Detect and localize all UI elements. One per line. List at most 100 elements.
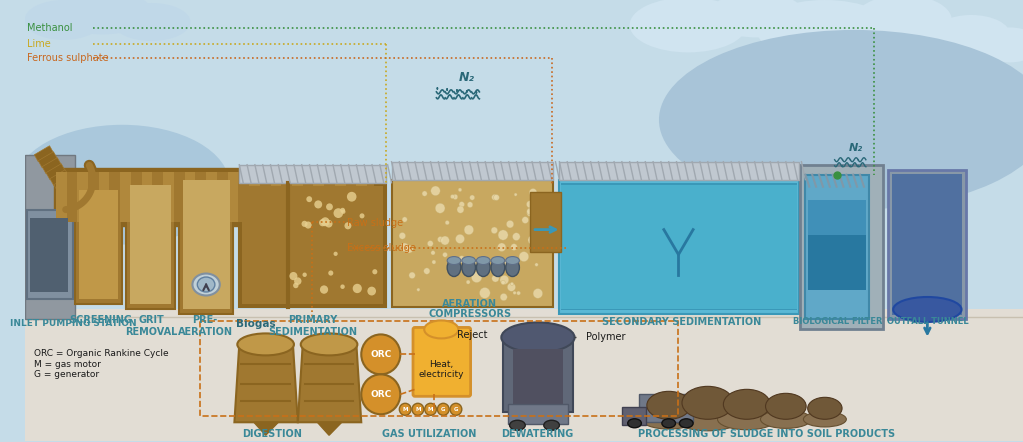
Bar: [227, 171, 238, 221]
Bar: [25, 309, 1023, 441]
Circle shape: [428, 240, 433, 247]
Circle shape: [431, 186, 440, 196]
Ellipse shape: [932, 15, 1011, 55]
Bar: [183, 180, 229, 309]
Bar: [249, 171, 260, 221]
Circle shape: [507, 283, 516, 291]
Circle shape: [294, 283, 299, 288]
Bar: [57, 182, 77, 198]
Bar: [61, 188, 81, 204]
Bar: [25, 155, 76, 320]
Circle shape: [527, 208, 533, 215]
Ellipse shape: [765, 393, 806, 419]
Polygon shape: [317, 422, 342, 435]
Circle shape: [342, 210, 346, 214]
Circle shape: [302, 221, 308, 227]
Ellipse shape: [14, 125, 229, 244]
Circle shape: [527, 210, 533, 217]
Bar: [805, 175, 869, 320]
Bar: [38, 152, 57, 168]
Circle shape: [424, 268, 430, 274]
Circle shape: [504, 260, 510, 267]
Bar: [99, 171, 109, 221]
Circle shape: [402, 217, 407, 222]
Bar: [42, 158, 61, 174]
Ellipse shape: [491, 256, 504, 265]
Text: ORC = Organic Rankine Cycle
M = gas motor
G = generator: ORC = Organic Rankine Cycle M = gas moto…: [35, 350, 169, 379]
Text: G: G: [441, 407, 445, 412]
Circle shape: [513, 291, 517, 294]
Circle shape: [500, 293, 507, 301]
Circle shape: [416, 288, 420, 291]
Circle shape: [501, 280, 505, 285]
Ellipse shape: [641, 409, 696, 429]
Text: ORC: ORC: [370, 350, 392, 359]
Text: PRE-
AERATION: PRE- AERATION: [178, 316, 232, 337]
Circle shape: [441, 236, 449, 245]
Circle shape: [319, 219, 326, 226]
Ellipse shape: [662, 419, 675, 428]
Ellipse shape: [628, 419, 641, 428]
Text: Lime: Lime: [28, 39, 51, 49]
Text: M: M: [415, 407, 420, 412]
Circle shape: [314, 200, 322, 209]
Bar: [392, 180, 552, 308]
Ellipse shape: [438, 403, 449, 415]
Ellipse shape: [659, 30, 1023, 210]
Circle shape: [333, 208, 343, 218]
Circle shape: [328, 271, 333, 276]
Text: Methanol: Methanol: [28, 23, 73, 33]
Circle shape: [491, 227, 497, 234]
Circle shape: [532, 211, 539, 219]
Circle shape: [445, 221, 449, 225]
Text: AERATION: AERATION: [442, 300, 497, 309]
Bar: [507, 404, 568, 424]
Circle shape: [529, 188, 537, 196]
Bar: [130, 185, 171, 305]
Circle shape: [510, 282, 514, 286]
Bar: [888, 170, 967, 320]
Circle shape: [522, 217, 529, 224]
Circle shape: [466, 280, 471, 284]
Text: Reject: Reject: [456, 331, 487, 340]
Ellipse shape: [301, 333, 357, 355]
Bar: [513, 349, 564, 404]
Circle shape: [321, 217, 329, 226]
Circle shape: [325, 220, 332, 228]
Circle shape: [480, 287, 490, 298]
Bar: [239, 183, 386, 308]
Circle shape: [438, 236, 443, 242]
Bar: [356, 171, 367, 221]
Ellipse shape: [981, 27, 1023, 62]
Bar: [808, 235, 865, 290]
Circle shape: [435, 203, 445, 213]
Circle shape: [535, 263, 538, 267]
Circle shape: [492, 274, 499, 282]
Ellipse shape: [854, 0, 951, 45]
Circle shape: [500, 275, 508, 284]
Bar: [239, 165, 386, 183]
Circle shape: [326, 203, 332, 210]
Circle shape: [472, 272, 482, 282]
Text: ORC: ORC: [370, 390, 392, 399]
Bar: [502, 337, 573, 412]
Bar: [242, 186, 383, 305]
Text: SCREENING: SCREENING: [70, 316, 132, 325]
Bar: [292, 171, 303, 221]
Bar: [76, 185, 122, 305]
Text: Excess sludge: Excess sludge: [347, 243, 415, 252]
Ellipse shape: [197, 277, 215, 292]
Circle shape: [457, 206, 464, 213]
Ellipse shape: [461, 259, 476, 277]
Ellipse shape: [447, 256, 460, 265]
Text: N₂: N₂: [849, 143, 863, 153]
Circle shape: [399, 232, 405, 239]
Circle shape: [519, 251, 529, 262]
Bar: [54, 168, 375, 225]
Circle shape: [458, 256, 465, 263]
Ellipse shape: [647, 391, 691, 419]
Bar: [56, 171, 66, 221]
Text: Polymer: Polymer: [586, 332, 625, 343]
Ellipse shape: [425, 320, 458, 339]
Text: SECONDARY SEDIMENTATION: SECONDARY SEDIMENTATION: [602, 317, 761, 328]
